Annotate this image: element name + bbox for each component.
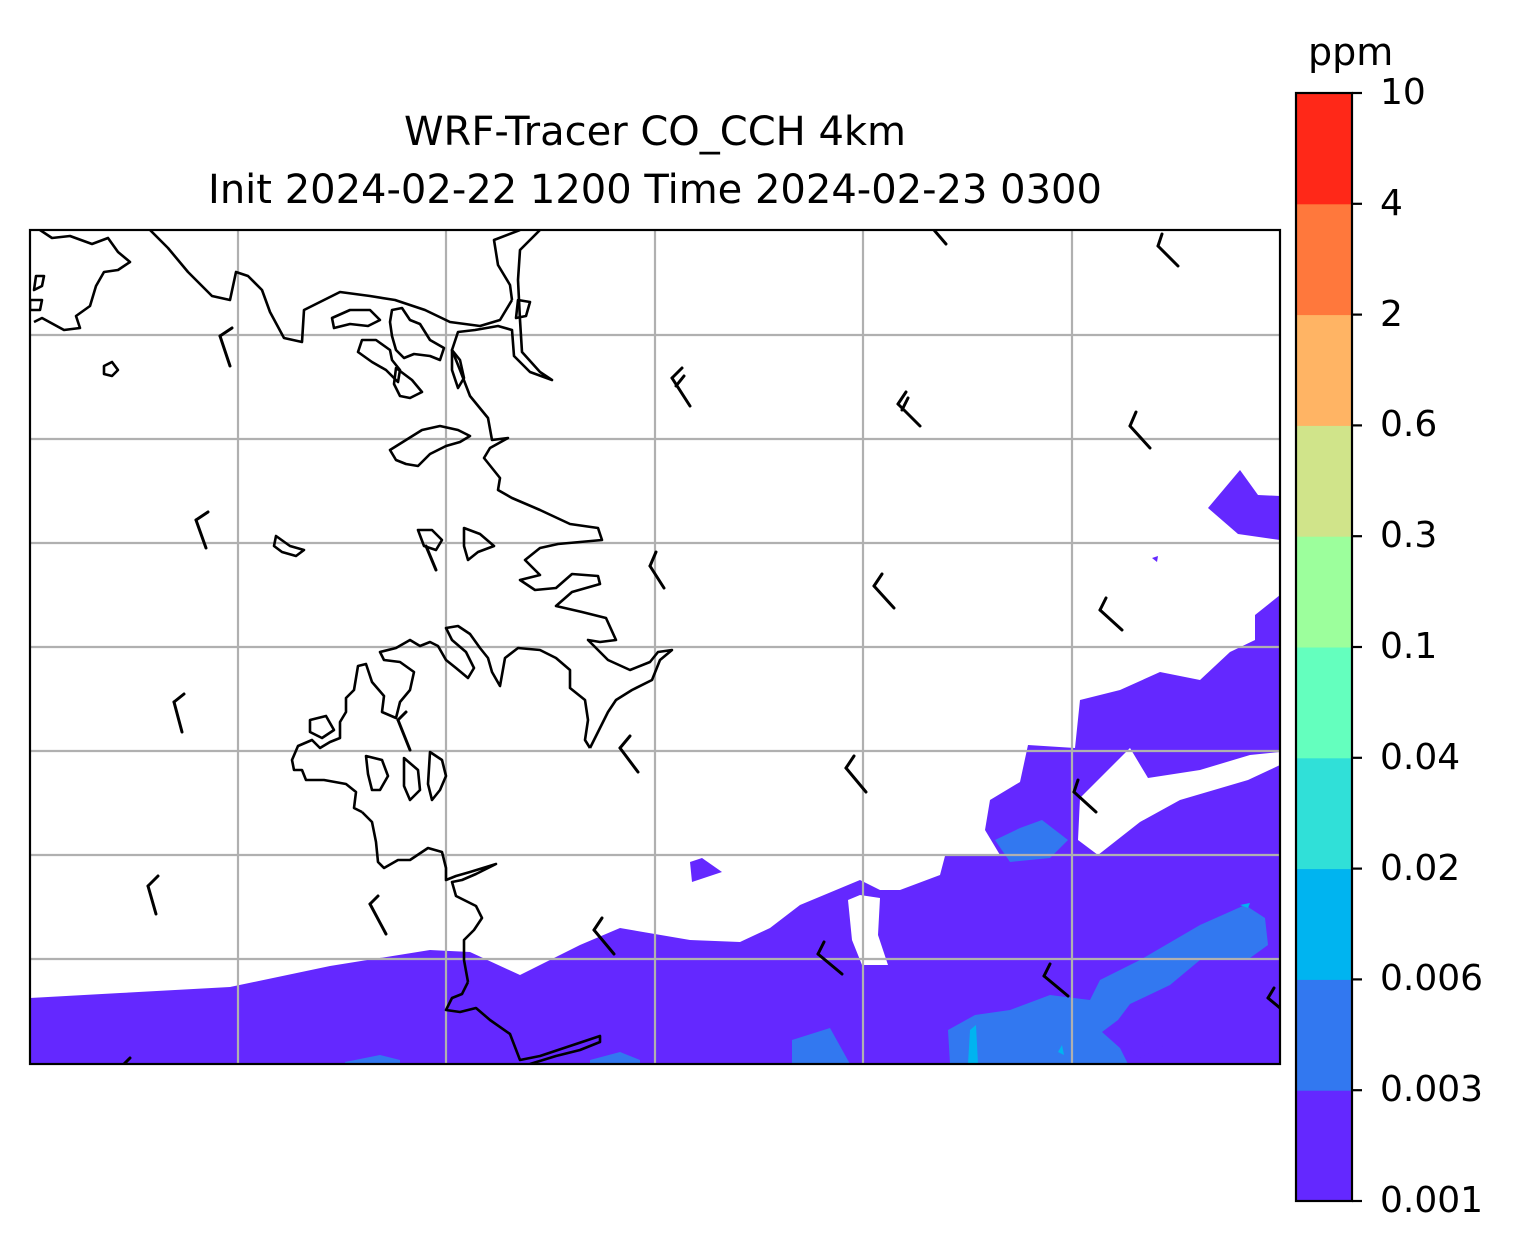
colorbar-tick-label: 0.04 (1380, 736, 1461, 778)
wind-barb (424, 544, 438, 572)
colorbar-band (1296, 757, 1352, 870)
map-frame (28, 228, 1282, 1066)
gridlines (30, 230, 1280, 1064)
island-11 (450, 348, 466, 390)
colorbar-unit-label: ppm (1308, 30, 1394, 74)
island-13 (402, 756, 422, 802)
tracer-field-ne (1208, 470, 1280, 540)
tracer-field-mid (345, 820, 1268, 1064)
field-gap-pocket (848, 895, 888, 965)
wind-barb (618, 734, 640, 774)
island-17 (308, 714, 336, 740)
island-14 (426, 750, 448, 802)
map-panel (30, 230, 1280, 1064)
wind-barb (872, 572, 896, 610)
colorbar-tick-label: 0.1 (1380, 626, 1438, 667)
island-5 (392, 366, 424, 400)
colorbar-tick-label: 0.003 (1380, 1069, 1484, 1111)
colorbar-ticks (1352, 91, 1362, 1203)
title-line-2: Init 2024-02-22 1200 Time 2024-02-23 030… (208, 167, 1102, 213)
wind-barb (648, 550, 666, 590)
wind-barb (816, 940, 844, 976)
island-10 (514, 298, 532, 320)
colorbar-tick-label: 10 (1380, 72, 1426, 113)
wind-barb (396, 710, 412, 752)
island-6 (272, 534, 306, 558)
colorbar-band (1296, 647, 1352, 759)
wind-barb (592, 916, 616, 956)
field-gap-east (1078, 748, 1280, 855)
coastline-main (33, 230, 132, 332)
island-4 (388, 306, 446, 362)
field-gap-mid (1128, 1040, 1165, 1058)
colorbar (1296, 93, 1352, 1202)
island-8 (462, 526, 496, 562)
wind-barb (670, 366, 692, 408)
wind-barb (146, 874, 160, 916)
wind-barb (1156, 232, 1180, 268)
colorbar-tick-label: 0.001 (1380, 1180, 1484, 1221)
wind-barb (1266, 986, 1280, 1010)
tracer-field-low (30, 595, 1280, 1064)
wind-barbs (122, 230, 1280, 1064)
wind-barb (172, 692, 186, 734)
colorbar-tick-label: 0.02 (1380, 847, 1461, 889)
concentration-fill (30, 470, 1280, 1064)
colorbar-tick-label: 0.006 (1380, 958, 1484, 1000)
colorbar-band (1296, 314, 1352, 426)
colorbar-band (1296, 868, 1352, 980)
island-9 (388, 424, 472, 468)
colorbar-tick-label: 4 (1380, 182, 1403, 224)
island-1 (330, 308, 382, 330)
colorbar-band (1296, 203, 1352, 316)
colorbar-band (1296, 979, 1352, 1091)
island-7 (416, 528, 444, 552)
coastline-southwest (444, 981, 602, 1064)
colorbar-band (1296, 93, 1352, 205)
coastlines (30, 230, 674, 1064)
tracer-field-patch (690, 858, 722, 882)
coastline-north (149, 230, 514, 344)
colorbar-tick-label: 2 (1380, 293, 1403, 335)
wind-barb (932, 230, 948, 246)
colorbar-band (1296, 425, 1352, 537)
wind-barb (896, 390, 922, 428)
colorbar-tick-label: 0.6 (1380, 404, 1438, 446)
wind-barb (1072, 778, 1098, 814)
wind-barb (368, 894, 388, 936)
wind-barb (844, 754, 868, 794)
wind-barb (1098, 596, 1124, 632)
coastline-south-inlet (290, 624, 592, 814)
colorbar-tick-label: 0.3 (1380, 515, 1438, 557)
colorbar-band (1296, 1090, 1352, 1202)
island-12 (364, 754, 390, 792)
island-16 (30, 298, 44, 312)
title-line-1: WRF-Tracer CO_CCH 4km (403, 109, 907, 155)
wind-barb (1042, 962, 1070, 998)
colorbar-band (1296, 536, 1352, 648)
island-2 (356, 338, 402, 384)
tracer-field-patch-2 (1152, 556, 1158, 562)
island-15 (32, 274, 46, 292)
coastline-inlet (450, 230, 674, 749)
island-3 (102, 360, 120, 378)
wind-barb (1128, 410, 1152, 450)
wind-barb (218, 326, 234, 368)
wind-barb (194, 510, 210, 550)
coastline-peninsula (361, 811, 498, 983)
